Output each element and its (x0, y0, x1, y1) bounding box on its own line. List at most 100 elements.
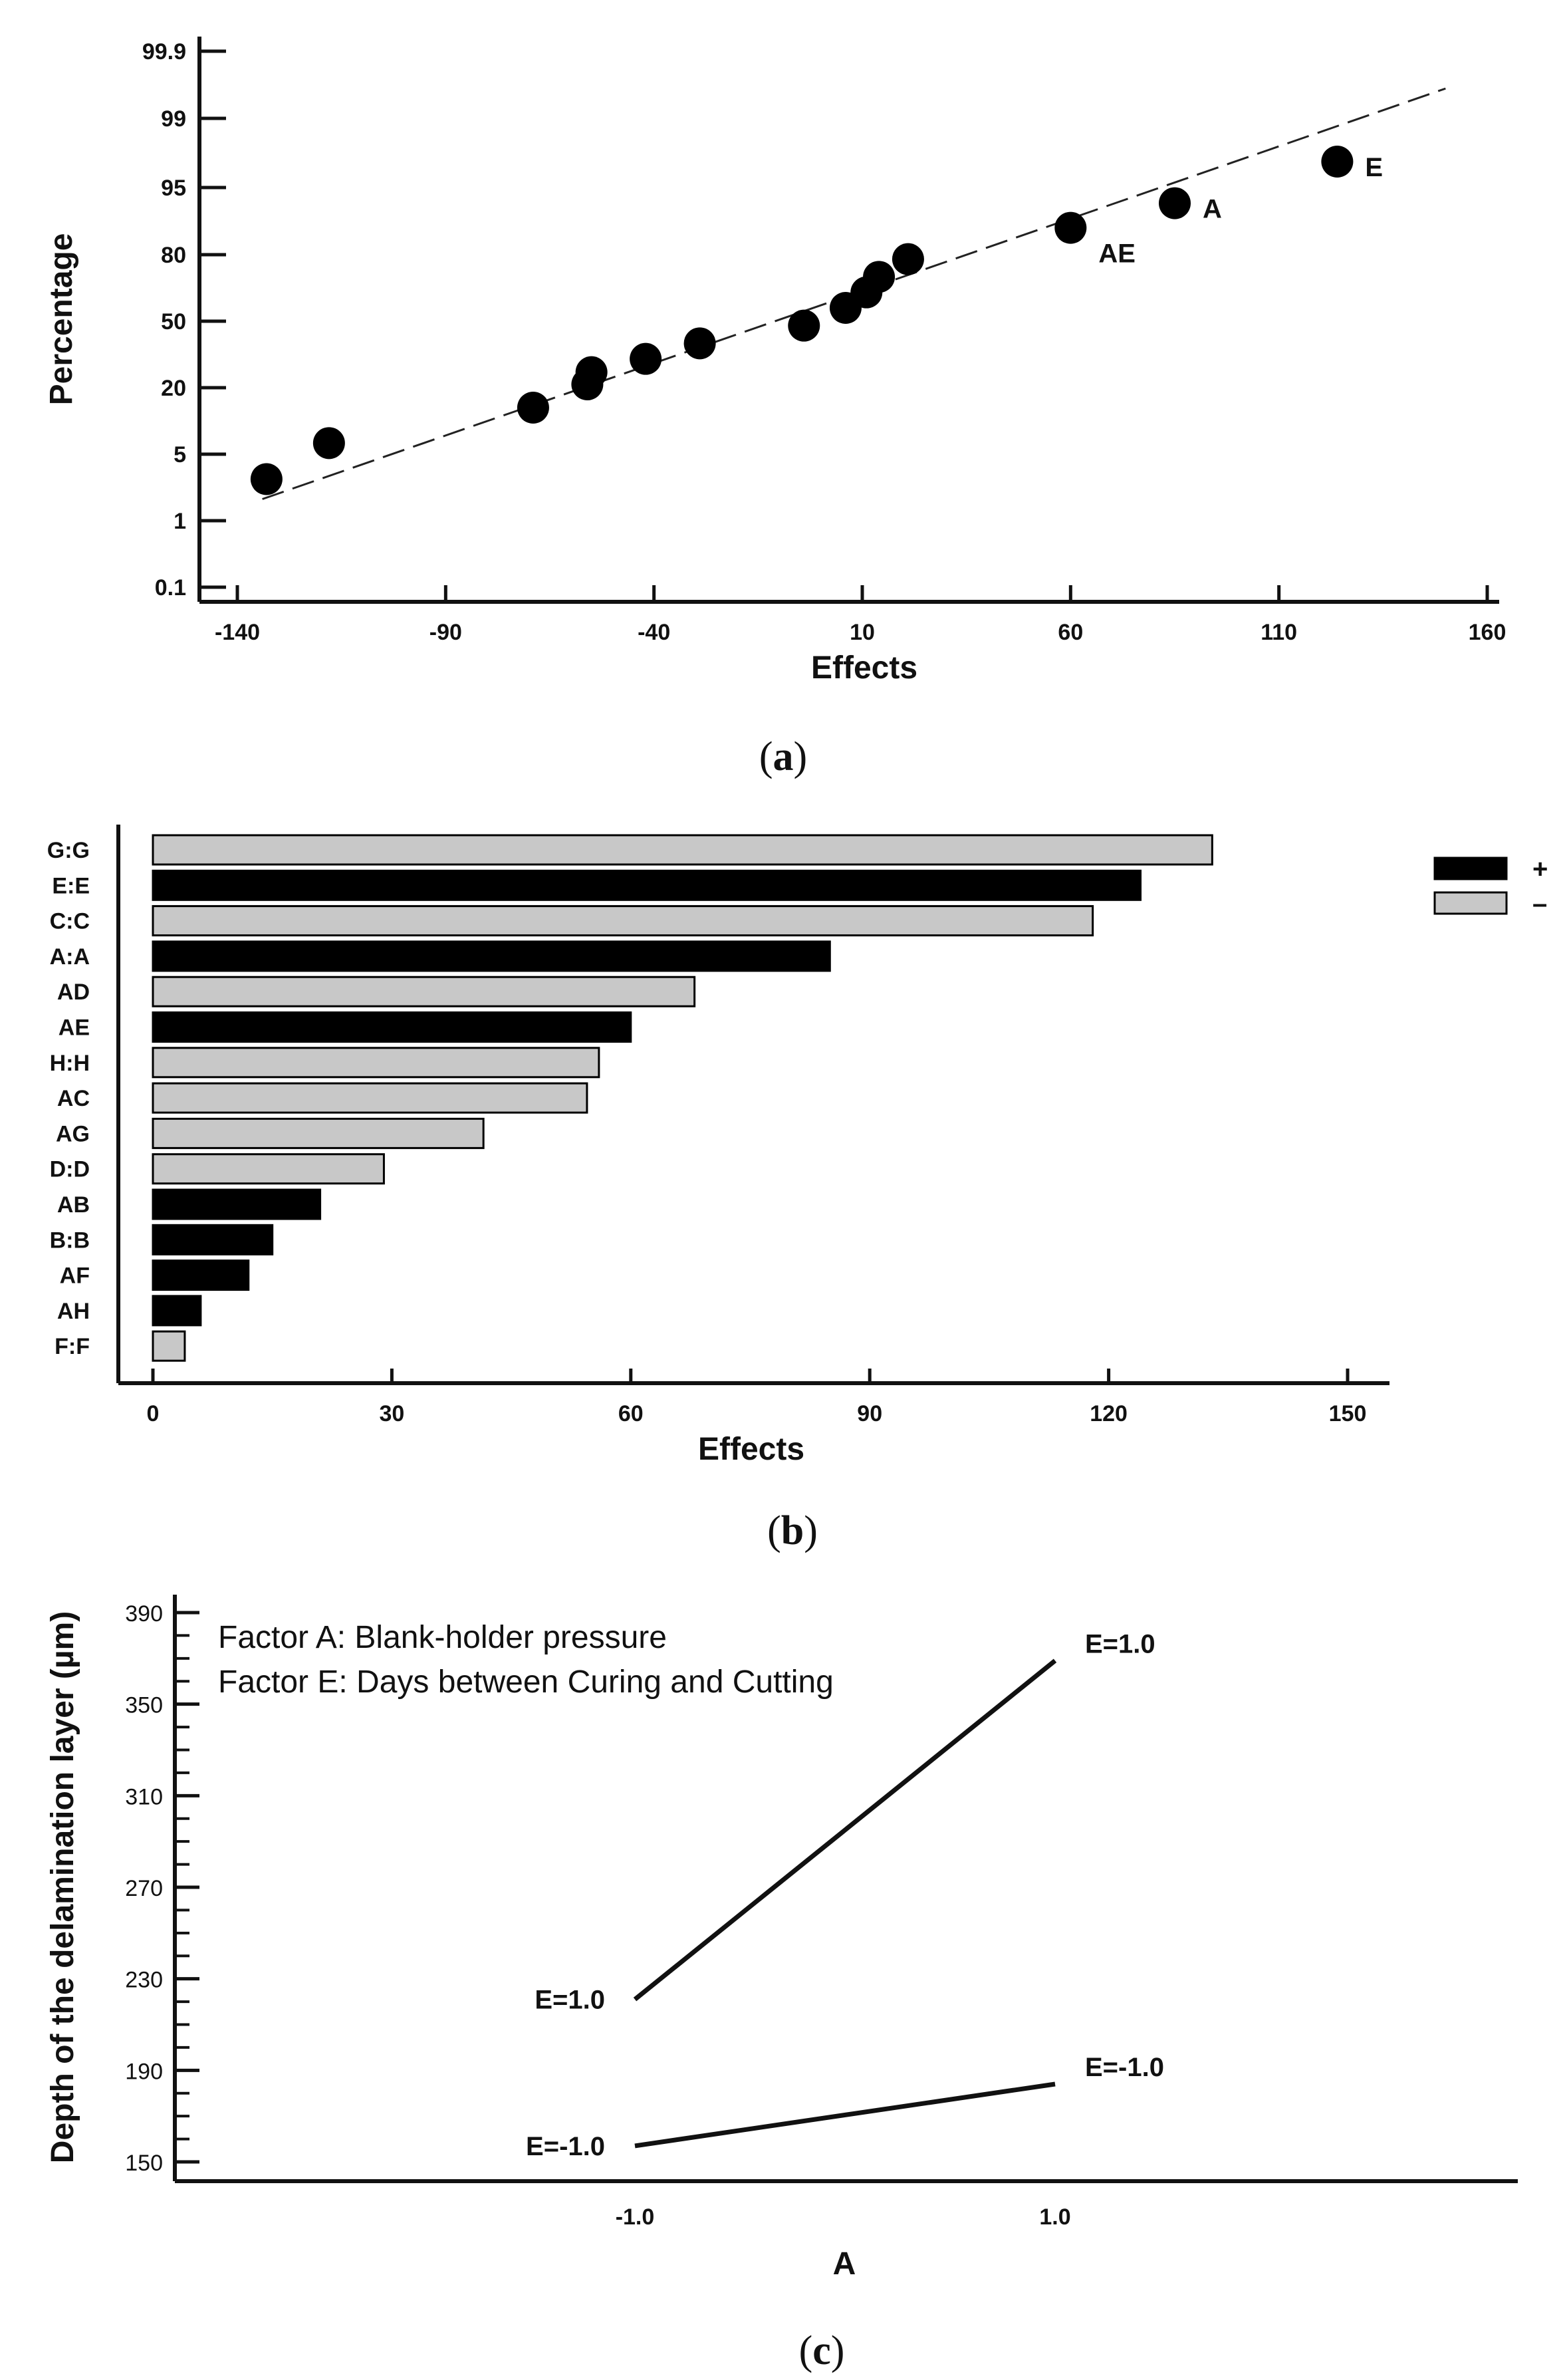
bar (152, 1295, 202, 1327)
data-point (683, 327, 716, 360)
bar (152, 1188, 322, 1220)
x-tick-label-b: 90 (857, 1401, 882, 1426)
data-point (788, 309, 820, 342)
y-axis-label-c: Depth of the delamination layer (µm) (45, 1611, 80, 2163)
series-line (633, 1658, 1057, 2002)
x-tick-label-a: -140 (215, 620, 260, 645)
category-label: G:G (47, 838, 90, 863)
category-label: C:C (50, 909, 90, 934)
bars-b (152, 834, 1213, 1362)
y-tick-label-c: 230 (125, 1968, 163, 1993)
data-point (630, 342, 662, 375)
x-tick-label-a: -40 (638, 620, 670, 645)
category-label: B:B (50, 1228, 90, 1253)
y-tick-label-a: 5 (174, 442, 186, 467)
data-point (1054, 211, 1087, 244)
point-label: AE (1098, 239, 1136, 269)
annotation-factor-a: Factor A: Blank-holder pressure (218, 1620, 667, 1655)
y-tick-label-c: 190 (125, 2059, 163, 2084)
y-tick-label-a: 50 (161, 309, 186, 334)
bar (152, 834, 1213, 866)
x-tick-label-a: 10 (850, 620, 875, 645)
data-point (312, 427, 345, 460)
point-label: E (1365, 153, 1383, 182)
series-start-label: E=-1.0 (526, 2132, 605, 2161)
panel-b-pareto-chart: G:G E:E C:C A:A AD AE H:H AC AG D:D AB B:B AF AH F:F 0… (47, 825, 1548, 1553)
panel-label-b: (b) (767, 1508, 818, 1553)
category-label: AC (57, 1086, 90, 1111)
y-tick-label-a: 99 (161, 106, 186, 132)
x-tick-label-a: 110 (1261, 620, 1297, 645)
series-end-label: E=-1.0 (1085, 2053, 1164, 2082)
x-axis-label-b: Effects (698, 1432, 804, 1467)
legend-label-positive: + (1532, 855, 1548, 884)
bar (152, 1117, 485, 1149)
y-tick-label-a: 1 (174, 509, 186, 534)
y-ticks-a: 0.1 1 5 20 50 80 95 99 99.9 (142, 39, 226, 600)
legend-swatch-negative (1433, 891, 1508, 915)
legend-label-negative: – (1532, 889, 1547, 918)
panel-letter-b: b (781, 1508, 804, 1553)
bar (152, 976, 696, 1007)
y-tick-label-a: 20 (161, 376, 186, 401)
category-label: E:E (52, 873, 90, 898)
panel-label-c: (c) (799, 2328, 845, 2373)
x-tick-label-c: -1.0 (616, 2204, 655, 2230)
y-tick-label-c: 390 (125, 1601, 163, 1627)
y-axis-label-a: Percentage (44, 233, 79, 406)
x-ticks-c: -1.0 1.0 (616, 2204, 1071, 2230)
x-tick-label-b: 60 (618, 1401, 644, 1426)
panel-a-normal-plot: 0.1 1 5 20 50 80 95 99 99.9 -140 -90 -40 10 60 110 160… (44, 37, 1506, 779)
bar (152, 1082, 588, 1114)
interaction-lines-c: E=1.0 E=1.0 E=-1.0 E=-1.0 (526, 1629, 1164, 2161)
bar (152, 1259, 250, 1291)
x-tick-label-b: 120 (1090, 1401, 1128, 1426)
series-line (634, 2081, 1056, 2149)
y-tick-label-c: 270 (125, 1876, 163, 1901)
x-tick-label-a: -90 (429, 620, 462, 645)
panel-letter-a: a (773, 734, 794, 779)
category-label: AG (56, 1121, 90, 1146)
y-tick-label-a: 80 (161, 243, 186, 268)
x-tick-label-b: 150 (1329, 1401, 1367, 1426)
y-tick-label-c: 350 (125, 1693, 163, 1718)
y-tick-label-c: 310 (125, 1784, 163, 1809)
legend-swatch-positive (1433, 857, 1508, 880)
x-axis-label-a: Effects (811, 650, 917, 686)
x-tick-label-b: 30 (379, 1401, 404, 1426)
series-end-label: E=1.0 (1085, 1629, 1155, 1658)
category-label: AF (60, 1263, 90, 1289)
y-tick-label-a: 99.9 (142, 39, 186, 65)
category-labels-b: G:G E:E C:C A:A AD AE H:H AC AG D:D AB B:B AF AH F:F (47, 838, 90, 1359)
y-ticks-c: 150 190 230 270 310 350 390 (125, 1601, 199, 2176)
data-point (1321, 146, 1354, 178)
data-point (575, 356, 608, 388)
x-ticks-b: 0 30 60 90 120 150 (147, 1369, 1367, 1426)
data-point (1159, 187, 1191, 219)
bar (152, 940, 831, 972)
category-label: AD (57, 980, 90, 1005)
category-label: D:D (50, 1157, 90, 1182)
y-tick-label-c: 150 (125, 2151, 163, 2176)
category-label: F:F (55, 1334, 90, 1359)
annotation-factor-e: Factor E: Days between Curing and Cuttin… (218, 1664, 834, 1700)
bar (152, 905, 1094, 937)
x-tick-label-a: 160 (1469, 620, 1507, 645)
x-tick-label-c: 1.0 (1039, 2204, 1070, 2230)
category-label: AH (57, 1299, 90, 1324)
x-tick-label-b: 0 (147, 1401, 160, 1426)
data-point (892, 243, 924, 275)
bar (152, 1224, 274, 1256)
bar (152, 1153, 385, 1185)
y-tick-label-a: 0.1 (155, 575, 186, 600)
y-tick-label-a: 95 (161, 176, 186, 201)
panel-label-a: (a) (759, 734, 807, 779)
bar (152, 1047, 600, 1079)
point-label: A (1203, 195, 1222, 224)
legend-b: + – (1433, 855, 1548, 918)
category-label: AB (57, 1192, 90, 1218)
data-point (250, 463, 283, 495)
